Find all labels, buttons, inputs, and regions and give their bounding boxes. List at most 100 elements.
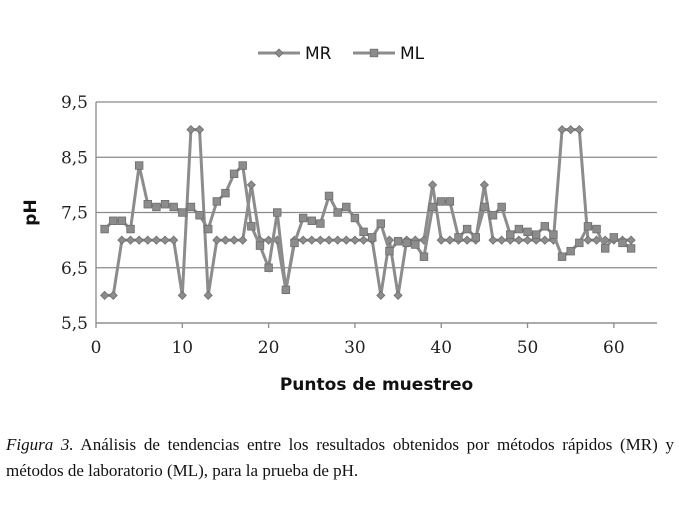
x-tick-label-1: 10 <box>171 338 193 358</box>
axes: 5,5 6,5 7,5 8,5 9,5 0 10 20 30 40 50 60 <box>61 93 657 358</box>
point-MR-8 <box>160 235 170 245</box>
point-MR-18 <box>246 180 256 190</box>
point-ML-45 <box>480 202 489 212</box>
point-ML-22 <box>281 285 291 295</box>
point-MR-7 <box>151 235 161 245</box>
point-ML-9 <box>169 202 178 212</box>
x-tick-label-6: 60 <box>603 338 625 358</box>
point-ML-57 <box>583 222 593 231</box>
point-MR-4 <box>125 235 136 245</box>
series-MR <box>100 125 636 300</box>
point-ML-54 <box>557 252 567 261</box>
point-MR-10 <box>177 290 187 300</box>
y-tick-label-0: 5,5 <box>61 314 88 334</box>
point-ML-26 <box>316 219 325 228</box>
point-ML-35 <box>393 237 403 246</box>
point-MR-62 <box>626 235 636 245</box>
point-ML-19 <box>255 241 265 250</box>
point-MR-50 <box>522 235 533 245</box>
point-MR-12 <box>195 125 205 135</box>
point-MR-13 <box>203 290 213 300</box>
point-ML-33 <box>376 219 386 228</box>
x-tick-label-3: 30 <box>344 338 366 358</box>
point-MR-58 <box>592 235 602 245</box>
point-ML-52 <box>540 222 549 231</box>
point-ML-41 <box>445 197 455 206</box>
point-ML-24 <box>298 213 308 223</box>
point-ML-51 <box>531 230 541 239</box>
y-tick-label-4: 9,5 <box>61 93 88 113</box>
point-MR-43 <box>462 235 472 245</box>
point-ML-40 <box>437 197 446 206</box>
point-ML-15 <box>221 188 230 198</box>
legend-item-ML: ML <box>353 44 425 64</box>
point-MR-11 <box>186 125 196 135</box>
y-axis-title: pH <box>21 199 41 225</box>
point-ML-60 <box>609 233 619 242</box>
point-MR-41 <box>445 235 455 245</box>
point-MR-33 <box>376 290 386 300</box>
legend-label-ML: ML <box>400 44 425 64</box>
series-layer <box>100 125 636 300</box>
point-ML-6 <box>143 200 152 209</box>
point-ML-43 <box>462 224 472 234</box>
point-ML-31 <box>359 227 368 237</box>
point-ML-25 <box>307 216 316 225</box>
figure-caption: Figura 3. Análisis de tendencias entre l… <box>6 432 674 484</box>
point-MR-26 <box>315 235 325 245</box>
point-ML-3 <box>117 216 127 225</box>
point-ML-47 <box>497 202 506 212</box>
point-ML-53 <box>549 230 558 239</box>
figure-label: Figura 3. <box>6 435 74 454</box>
point-MR-35 <box>393 290 403 300</box>
point-MR-17 <box>238 235 248 245</box>
point-ML-18 <box>247 222 256 231</box>
point-MR-14 <box>212 235 222 245</box>
legend-item-MR: MR <box>258 44 332 64</box>
point-ML-21 <box>273 208 282 217</box>
point-ML-2 <box>109 216 118 225</box>
point-MR-1 <box>100 290 110 300</box>
y-tick-label-2: 7,5 <box>61 204 88 224</box>
point-ML-59 <box>601 244 610 253</box>
point-MR-49 <box>514 235 524 245</box>
point-MR-31 <box>358 235 369 245</box>
point-ML-17 <box>238 161 247 170</box>
point-ML-12 <box>195 211 204 220</box>
point-ML-4 <box>126 224 135 234</box>
point-ML-10 <box>178 208 187 217</box>
point-ML-30 <box>350 213 360 223</box>
point-ML-27 <box>324 191 334 201</box>
point-ML-1 <box>100 224 109 234</box>
point-MR-28 <box>333 235 343 245</box>
point-ML-50 <box>523 227 532 237</box>
point-ML-38 <box>419 252 429 261</box>
point-ML-37 <box>411 240 420 249</box>
point-ML-42 <box>454 233 463 242</box>
point-ML-7 <box>152 202 161 212</box>
point-ML-20 <box>264 263 273 272</box>
point-ML-48 <box>506 230 515 239</box>
y-tick-label-1: 6,5 <box>61 259 88 279</box>
point-ML-5 <box>134 161 144 170</box>
point-MR-25 <box>307 235 317 245</box>
point-ML-39 <box>428 202 437 212</box>
point-ML-28 <box>333 208 342 217</box>
point-ML-36 <box>402 238 411 248</box>
point-ML-16 <box>229 169 239 179</box>
x-tick-label-4: 40 <box>430 338 452 358</box>
point-MR-52 <box>540 235 550 245</box>
point-ML-56 <box>575 238 584 248</box>
point-MR-6 <box>143 235 153 245</box>
point-MR-29 <box>341 235 351 245</box>
legend: MR ML <box>258 44 425 64</box>
point-MR-56 <box>574 125 584 135</box>
point-MR-20 <box>264 235 274 245</box>
point-ML-29 <box>342 202 351 212</box>
point-MR-55 <box>566 125 576 135</box>
point-MR-15 <box>220 235 231 245</box>
point-MR-27 <box>324 235 334 245</box>
y-tick-label-3: 8,5 <box>61 148 88 168</box>
legend-marker-MR <box>274 48 284 58</box>
point-MR-16 <box>229 235 239 245</box>
